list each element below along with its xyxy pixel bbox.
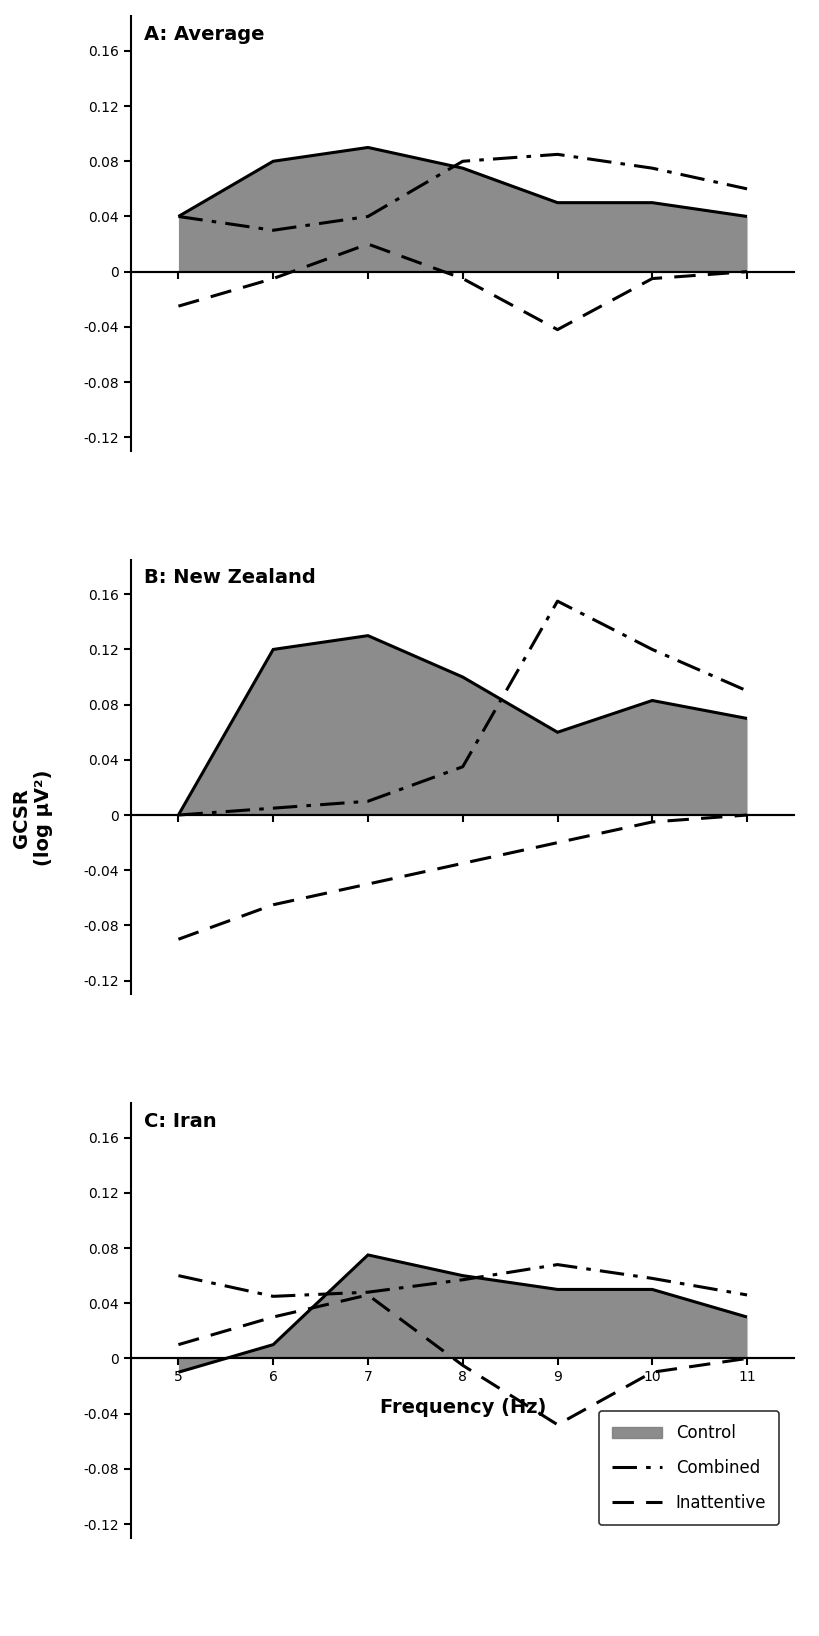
X-axis label: Frequency (Hz): Frequency (Hz) xyxy=(379,1399,546,1417)
Text: GCSR
(log μV²): GCSR (log μV²) xyxy=(12,771,53,865)
Legend: Control, Combined, Inattentive: Control, Combined, Inattentive xyxy=(599,1412,780,1525)
Text: C: Iran: C: Iran xyxy=(144,1112,217,1130)
Text: A: Average: A: Average xyxy=(144,25,265,44)
Text: B: New Zealand: B: New Zealand xyxy=(144,568,316,587)
